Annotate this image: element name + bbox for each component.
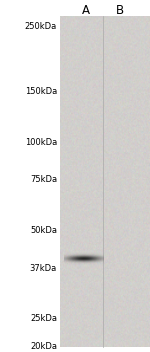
- Text: 250kDa: 250kDa: [25, 22, 57, 31]
- Text: 25kDa: 25kDa: [30, 314, 57, 323]
- Text: A: A: [82, 4, 90, 17]
- Text: 150kDa: 150kDa: [25, 87, 57, 96]
- Text: B: B: [116, 4, 124, 17]
- Text: 20kDa: 20kDa: [30, 342, 57, 351]
- Text: 37kDa: 37kDa: [30, 264, 57, 273]
- Text: 100kDa: 100kDa: [25, 138, 57, 147]
- Text: 75kDa: 75kDa: [30, 175, 57, 184]
- Text: 50kDa: 50kDa: [30, 226, 57, 235]
